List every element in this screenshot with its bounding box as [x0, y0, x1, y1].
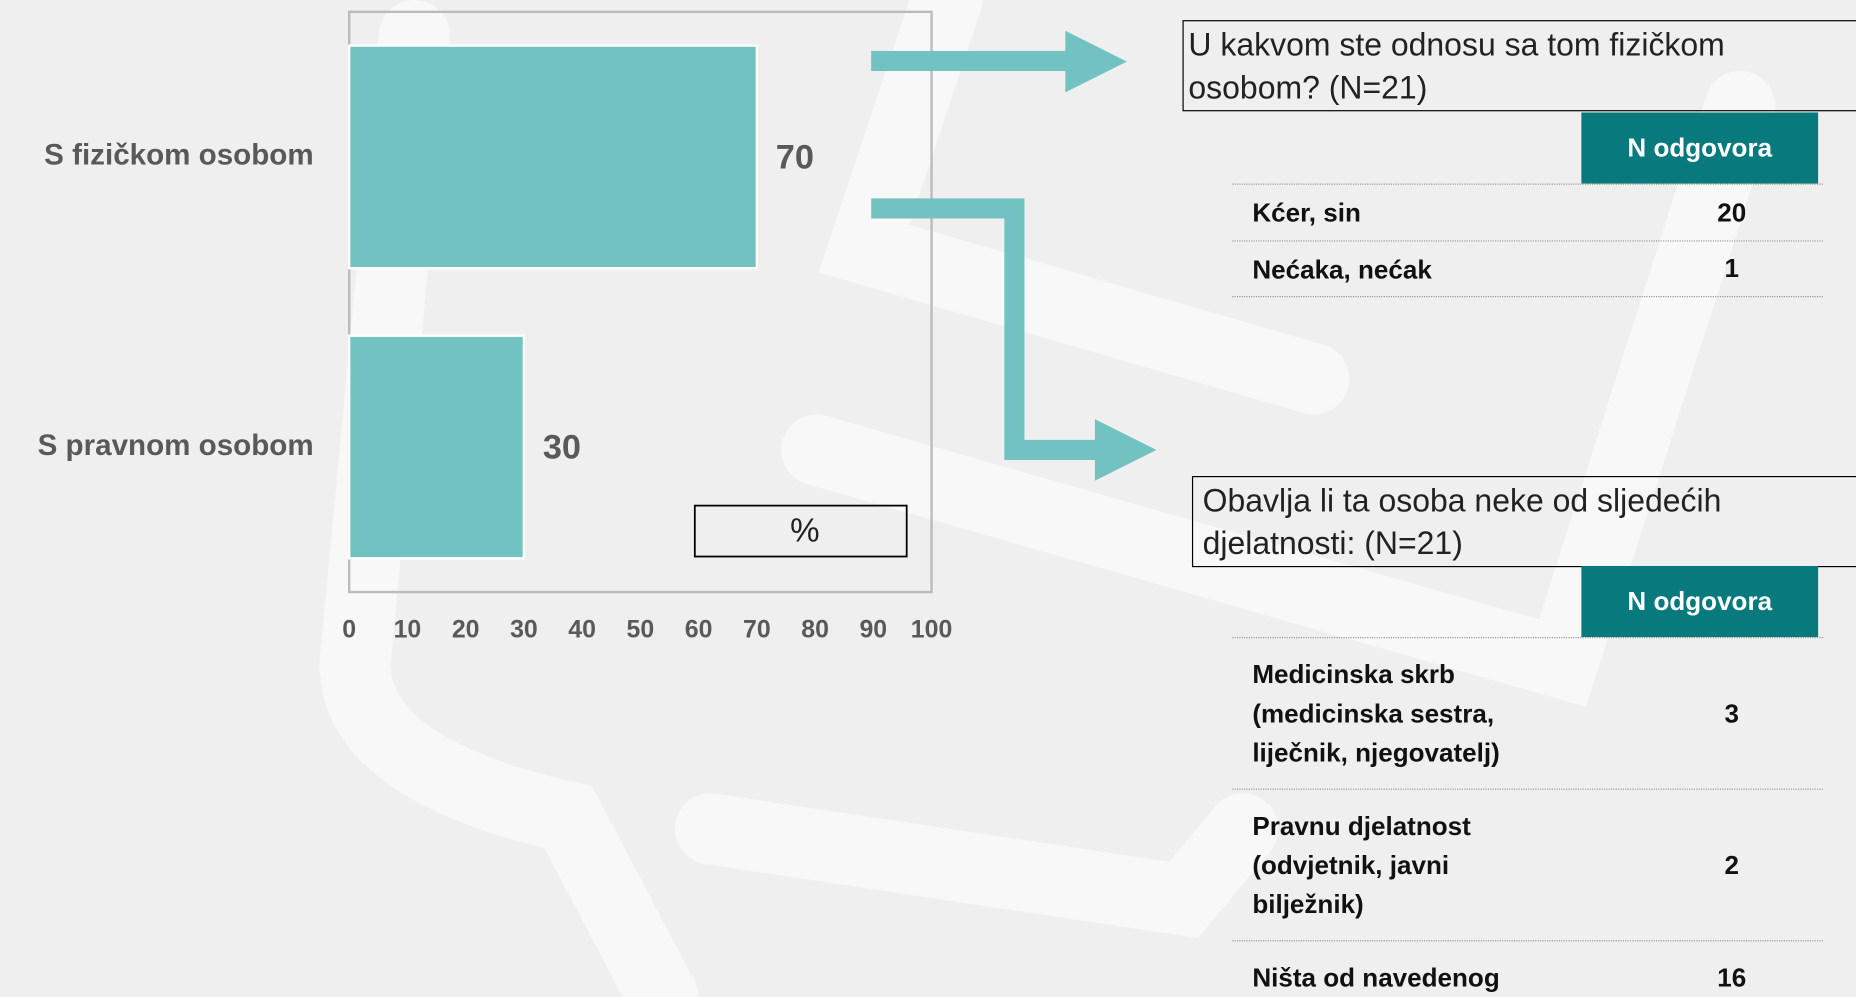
table-row: Nećaka, nećak 1	[1232, 240, 1823, 298]
row-value: 16	[1717, 962, 1747, 992]
row-value: 3	[1724, 698, 1739, 728]
value-label: 70	[776, 138, 814, 176]
value-label: 30	[543, 428, 581, 466]
axis-label-box	[693, 504, 908, 558]
row-label: Ništa od navedenog	[1252, 962, 1500, 993]
table-row: Kćer, sin 20	[1232, 183, 1823, 241]
axis-label: %	[790, 513, 819, 550]
table-title: U kakvom ste odnosu sa tom fizičkom osob…	[1182, 20, 1856, 112]
x-tick-label: 70	[743, 616, 771, 644]
x-tick-label: 60	[685, 616, 713, 644]
row-label: Nećaka, nećak	[1252, 253, 1432, 284]
y-tick-label: S fizičkom osobom	[44, 139, 313, 172]
row-label: Kćer, sin	[1252, 197, 1361, 228]
x-tick-label: 0	[342, 616, 356, 644]
table-row: Medicinska skrb (medicinska sestra, lije…	[1232, 637, 1823, 789]
x-tick-label: 90	[859, 616, 887, 644]
table-row: Pravnu djelatnost (odvjetnik, javni bilj…	[1232, 788, 1823, 941]
y-tick-label: S pravnom osobom	[38, 429, 314, 462]
arrows	[871, 30, 1157, 481]
background-shapes	[319, 0, 1776, 997]
table-row: Ništa od navedenog 16	[1232, 940, 1823, 997]
row-label: Medicinska skrb (medicinska sestra, lije…	[1252, 659, 1500, 768]
row-value: 1	[1724, 253, 1739, 283]
table-title: Obavlja li ta osoba neke od sljedećih dj…	[1191, 476, 1856, 568]
row-value: 2	[1724, 849, 1739, 880]
x-tick-label: 40	[568, 616, 596, 644]
x-tick-label: 50	[627, 616, 655, 644]
x-tick-label: 80	[801, 616, 829, 644]
row-label: Pravnu djelatnost (odvjetnik, javni bilj…	[1252, 811, 1471, 919]
plot-frame	[347, 10, 933, 594]
x-tick-label: 10	[394, 616, 422, 644]
table-header: N odgovora	[1581, 112, 1819, 184]
x-tick-label: 30	[510, 616, 538, 644]
table: N odgovora Medicinska skrb (medicinska se…	[1232, 565, 1823, 997]
x-tick-label: 20	[452, 616, 480, 644]
row-value: 20	[1717, 197, 1747, 227]
bar	[347, 44, 759, 270]
x-tick-label: 100	[911, 616, 952, 644]
table-header: N odgovora	[1581, 565, 1819, 638]
table: N odgovora Kćer, sin 20 Nećaka, nećak 1	[1232, 112, 1823, 298]
bar	[347, 334, 526, 560]
